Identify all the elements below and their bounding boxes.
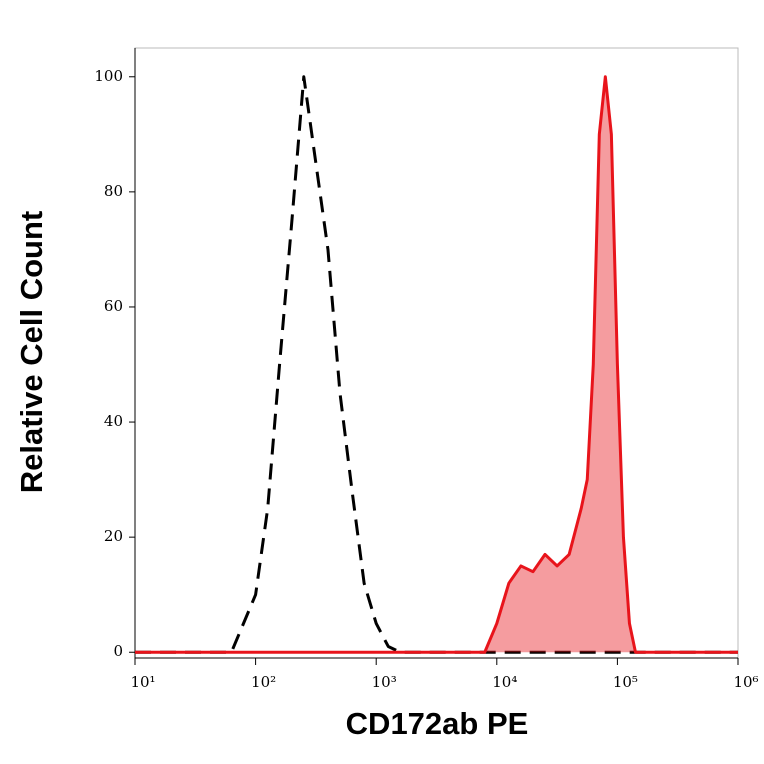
y-tick-label: 60 — [104, 297, 123, 315]
y-tick-label: 0 — [113, 642, 123, 660]
x-tick-label: 10⁵ — [613, 673, 638, 691]
y-tick-label: 80 — [104, 182, 123, 200]
x-tick-label: 10⁶ — [733, 673, 758, 691]
x-axis-title: CD172ab PE — [346, 706, 529, 741]
x-tick-label: 10⁴ — [492, 673, 517, 691]
y-tick-label: 40 — [104, 412, 123, 430]
histogram-line — [135, 75, 738, 654]
y-tick-label: 100 — [94, 67, 123, 85]
x-tick-label: 10³ — [372, 673, 397, 691]
plot-frame — [134, 47, 739, 659]
y-axis-title: Relative Cell Count — [14, 211, 49, 494]
x-tick-label: 10² — [251, 673, 276, 691]
x-tick-label: 10¹ — [130, 673, 155, 691]
histogram-line — [135, 75, 738, 654]
y-tick-label: 20 — [104, 527, 123, 545]
area — [135, 76, 738, 653]
